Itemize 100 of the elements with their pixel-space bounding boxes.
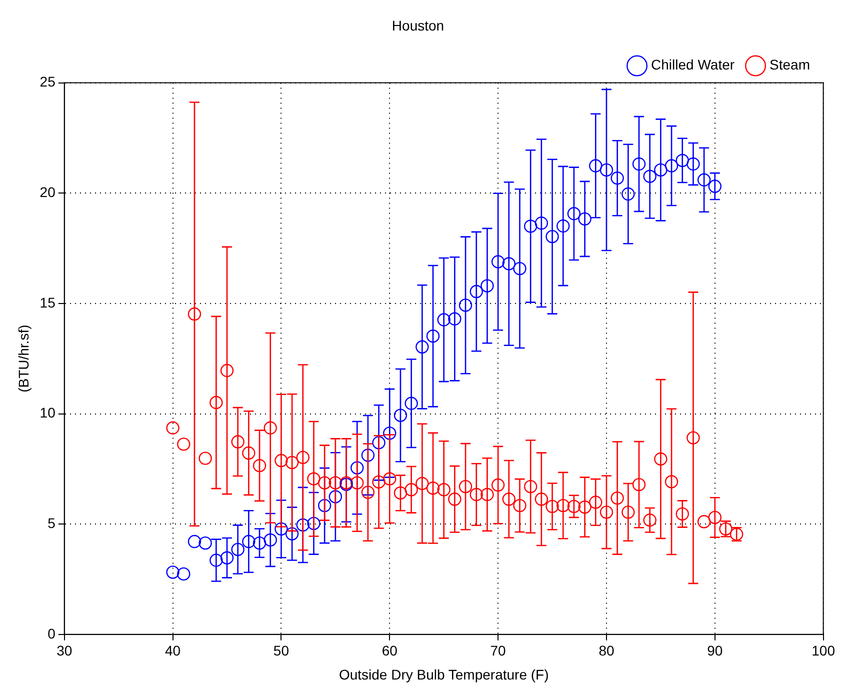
point: [470, 284, 483, 298]
y-tick-label: 20: [40, 184, 56, 200]
y-tick-label: 10: [40, 404, 56, 421]
point: [697, 515, 711, 528]
point: [285, 456, 299, 470]
point: [643, 514, 656, 527]
x-tick-label: 40: [165, 642, 181, 659]
point: [600, 506, 614, 519]
point: [416, 340, 429, 354]
point: [177, 438, 190, 451]
point: [404, 483, 418, 496]
point: [664, 475, 678, 488]
point: [274, 522, 288, 536]
point: [632, 478, 646, 492]
point: [480, 279, 494, 292]
legend-label: Steam: [770, 56, 810, 73]
point: [274, 454, 288, 468]
point: [567, 500, 581, 514]
point: [654, 163, 668, 177]
point: [589, 496, 602, 509]
point: [242, 446, 256, 460]
point: [296, 450, 310, 464]
chart-title: Houston: [392, 17, 444, 34]
point: [242, 534, 256, 548]
point: [198, 452, 212, 465]
point: [220, 551, 234, 564]
point: [318, 498, 332, 512]
legend-label: Chilled Water: [651, 56, 735, 73]
point: [578, 500, 592, 514]
point: [676, 154, 689, 168]
point: [307, 516, 320, 530]
point: [458, 480, 472, 494]
point: [708, 180, 722, 193]
point: [448, 492, 462, 506]
point: [556, 219, 570, 233]
point: [220, 364, 234, 378]
point: [166, 566, 180, 579]
point: [676, 507, 689, 521]
point: [470, 488, 483, 502]
x-tick-label: 70: [490, 642, 506, 659]
x-tick-label: 60: [382, 642, 398, 659]
point: [372, 475, 386, 489]
point: [361, 448, 375, 462]
point: [372, 436, 386, 450]
point: [622, 506, 635, 519]
x-tick-label: 30: [56, 642, 72, 659]
point: [231, 542, 244, 556]
point: [610, 172, 624, 185]
point: [188, 534, 202, 548]
point: [350, 461, 364, 474]
point: [513, 262, 526, 276]
x-tick-label: 100: [812, 642, 836, 659]
point: [622, 187, 635, 201]
point: [361, 486, 375, 499]
point: [513, 498, 526, 512]
point: [458, 298, 472, 312]
point: [589, 159, 602, 172]
point: [426, 482, 440, 495]
point: [264, 533, 277, 547]
point: [231, 435, 244, 448]
point: [491, 478, 505, 492]
point: [610, 491, 624, 505]
point: [546, 500, 559, 514]
point: [686, 157, 700, 171]
point: [426, 329, 440, 343]
point: [252, 459, 266, 472]
point: [567, 207, 581, 220]
point: [188, 307, 202, 321]
point: [296, 518, 310, 532]
point: [177, 567, 190, 581]
y-tick-label: 5: [48, 514, 56, 531]
point: [480, 488, 494, 502]
point: [534, 492, 548, 506]
point: [166, 421, 180, 434]
point: [210, 554, 223, 567]
x-tick-label: 50: [273, 642, 290, 659]
point: [437, 483, 450, 496]
x-tick-label: 90: [707, 642, 723, 659]
point: [578, 212, 592, 226]
point: [285, 527, 299, 540]
point: [448, 312, 462, 326]
point: [534, 216, 548, 230]
point: [198, 536, 212, 550]
point: [502, 257, 516, 270]
point: [632, 157, 646, 171]
point: [383, 472, 396, 486]
point: [350, 476, 364, 490]
y-axis-title: (BTU/hr.sf): [15, 324, 32, 392]
point: [404, 396, 418, 410]
x-axis-title: Outside Dry Bulb Temperature (F): [338, 666, 549, 682]
point: [524, 480, 538, 494]
point: [328, 490, 342, 504]
x-tick-label: 80: [598, 642, 614, 659]
point: [556, 498, 570, 512]
point: [394, 486, 408, 500]
point: [697, 173, 711, 186]
point: [524, 220, 538, 233]
point: [643, 170, 656, 183]
point: [708, 510, 722, 524]
y-tick-label: 25: [40, 74, 56, 90]
